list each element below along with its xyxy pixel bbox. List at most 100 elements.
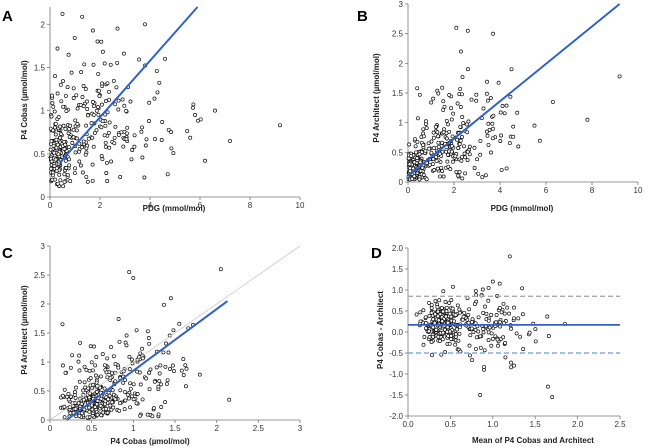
panel-b-data-point [481,106,486,111]
panel-d-data-point [456,338,461,343]
panel-c-data-point [184,366,189,371]
panel-c-data-point [77,413,82,418]
panel-b-data-point [504,166,509,171]
panel-d-data-point [457,310,462,315]
panel-d-y-tick-label: 1.5 [392,265,404,274]
panel-c-data-point [94,380,99,385]
panel-b-data-point [449,117,454,122]
panel-b-data-point [491,31,496,36]
panel-c-data-point [77,353,82,358]
panel-a-data-point [90,162,95,167]
panel-d-data-point [467,307,472,312]
panel-d-data-point [436,314,440,319]
panel-c-data-point [77,368,82,373]
panel-b-data-point [489,150,493,155]
panel-c-data-point [113,397,118,402]
panel-b-data-point [509,67,514,72]
panel-c-data-point [106,397,111,402]
panel-a-data-point [169,146,174,151]
panel-d-data-point [467,343,472,348]
panel-a-data-point [116,107,121,112]
panel-c-data-point [131,275,136,280]
panel-a-data-point [71,96,76,100]
panel-b-data-point [445,152,450,157]
panel-d-data-point [450,306,455,311]
panel-c-data-point [121,380,126,385]
panel-a-data-point [99,154,104,158]
panel-d-data-point [502,311,507,316]
panel-c-x-tick-label: 2.5 [253,424,265,433]
panel-a-data-point [83,87,88,91]
panel-c-data-point [181,373,186,377]
panel-a-data-point [100,157,105,162]
panel-b-data-point [463,171,468,176]
panel-a-data-point [103,140,108,145]
panel-b-data-point [465,158,470,162]
panel-b-data-point [442,104,447,109]
panel-c-data-point [125,392,130,397]
panel-c-data-point [98,385,102,390]
panel-b-data-point [456,146,461,150]
panel-b-data-point [413,144,418,149]
panel-b-x-tick-label: 2 [452,186,457,195]
panel-b-data-point [507,141,512,146]
panel-d-data-point [462,310,467,315]
panel-a-data-point [132,144,137,149]
panel-b-data-point [483,173,488,178]
panel-d-data-point [421,308,426,313]
panel-a-data-point [53,121,58,126]
panel-b-data-point [421,127,426,132]
panel-c-data-point [100,352,105,357]
panel-d-data-point [449,333,454,338]
panel-b-data-point [433,154,438,159]
panel-c-data-point [68,394,73,399]
panel-d-data-point [503,341,508,345]
panel-a-data-point [107,89,111,94]
panel-b: B 0 2 4 6 8 10 0 0.5 1 1.5 2 2.5 3 PDG (mmol/mol) P4… [357,0,643,213]
panel-a-data-point [73,166,77,171]
panel-d-letter: D [371,245,382,262]
panel-c-y-tick-label: 2.5 [34,271,46,280]
panel-a-data-point [49,114,54,119]
panel-d-data-point [533,327,538,332]
panel-a-data-point [61,79,65,84]
panel-c-x-tick-label: 1 [131,424,136,433]
panel-d-data-point [435,309,440,314]
panel-b-data-point [454,170,459,174]
panel-b-y-tick-label: 1.5 [392,89,404,98]
panel-a-data-point [102,133,107,138]
panel-d-data-point [455,327,459,332]
panel-a-data-point [129,157,134,162]
panel-a-data-point [62,179,67,184]
panel-b-data-point [435,130,440,135]
panel-b-data-point [434,158,439,163]
panel-d-data-point [478,393,483,397]
panel-c-data-point [73,390,77,394]
panel-a-data-point [67,135,72,139]
panel-b-data-point [499,133,504,138]
panel-b-data-point [431,135,436,140]
panel-b-data-point [459,158,464,163]
panel-b-data-point [474,92,479,97]
panel-a-data-point [66,145,71,150]
panel-c-data-point [183,384,188,389]
panel-d-y-tick-label: -2.0 [389,412,403,421]
panel-c-data-point [110,371,114,376]
panel-a-data-point [66,127,71,131]
panel-a-x-axis-title: PDG (mmol/mol) [143,204,206,213]
panel-d-data-point [435,305,440,309]
panel-a-data-point [52,150,57,155]
panel-b-data-point [464,122,469,127]
panel-a-data-point [99,125,104,130]
panel-a-data-point [75,122,80,126]
panel-c-x-tick-label: 1.5 [169,424,181,433]
panel-b-data-point [532,123,537,128]
panel-c-y-axis-title: P4 Architect (µmol/mol) [20,285,29,375]
panel-c-data-point [218,267,223,272]
panel-b-data-point [415,116,420,121]
panel-d-data-point [486,285,491,290]
panel-a-data-point [94,128,99,133]
panel-b-data-point [458,124,463,129]
panel-b-data-point [460,176,465,181]
panel-c-data-point [117,408,122,413]
